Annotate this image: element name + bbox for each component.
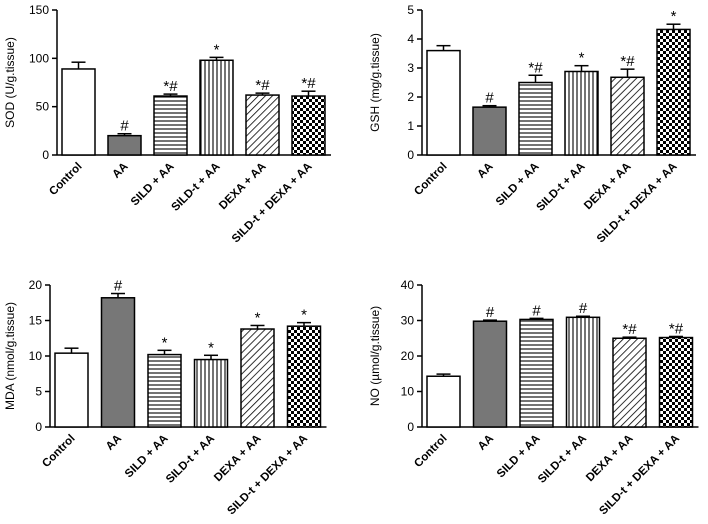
bar-sild-aa [153, 95, 188, 156]
y-tick-label: 50 [36, 100, 50, 114]
bar-control [426, 49, 461, 156]
y-tick-label: 0 [407, 420, 414, 434]
y-tick-label: 20 [401, 349, 415, 363]
significance-marker: * [162, 334, 168, 351]
x-tick-label: Control [47, 161, 84, 198]
x-tick-label: SILD + AA [495, 433, 543, 481]
y-tick-label: 20 [29, 278, 43, 292]
y-tick-label: 40 [401, 278, 415, 292]
significance-marker: *# [528, 59, 543, 76]
no-chart: 0 10 20 30 40 NO (µmol/g.tissue) Control # AA # SI… [368, 278, 699, 517]
x-tick-label: AA [475, 161, 495, 181]
x-tick-label: SILD-t + DEXA + AA [230, 161, 315, 246]
bar-sild-t-dexa-aa [656, 28, 691, 156]
significance-marker: # [114, 278, 123, 295]
bar-sild-t-dexa-aa [291, 95, 326, 156]
x-tick-label: DEXA + AA [584, 433, 635, 484]
bar-aa [472, 106, 507, 156]
x-tick-label: SILD-t + DEXA + AA [595, 161, 680, 246]
significance-marker: # [485, 90, 494, 107]
bar-sild-aa [519, 318, 554, 428]
x-tick-label: Control [412, 161, 449, 198]
y-axis-label: MDA (nmol/g.tissue) [3, 302, 17, 410]
bar-dexa-aa [240, 328, 275, 428]
y-tick-label: 15 [29, 314, 43, 328]
x-tick-label: SILD + AA [129, 161, 177, 209]
bar-aa [107, 134, 142, 156]
bar-control [426, 375, 461, 428]
y-tick-label: 0 [42, 148, 49, 162]
x-tick-label: DEXA + AA [582, 161, 633, 212]
gsh-chart: 0 1 2 3 4 5 GSH (mg/g.tissue) Control # AA *# SILD … [368, 3, 696, 245]
x-tick-label: SILD + AA [123, 433, 171, 481]
y-axis-label: NO (µmol/g.tissue) [368, 306, 382, 406]
bar-sild-t-aa [193, 358, 229, 428]
bar-sild-aa [518, 81, 553, 156]
significance-marker: # [532, 302, 541, 319]
y-tick-label: 150 [29, 3, 49, 17]
sod-chart: 0 50 100 150 SOD (U/g.tissue) Control # AA *# SIL… [3, 3, 331, 245]
significance-marker: * [671, 8, 677, 25]
y-tick-label: 1 [407, 119, 414, 133]
mda-chart: 0 5 10 15 20 MDA (nmol/g.tissue) Control # AA * SI… [3, 278, 327, 518]
y-tick-label: 2 [407, 90, 414, 104]
significance-marker: * [301, 307, 307, 324]
bar-sild-t-dexa-aa [658, 336, 694, 428]
y-tick-label: 10 [29, 349, 43, 363]
y-axis-label: SOD (U/g.tissue) [3, 37, 17, 128]
bar-sild-t-aa [199, 59, 234, 156]
x-tick-label: SILD-t + DEXA + AA [597, 433, 682, 518]
significance-marker: * [208, 339, 214, 356]
significance-marker: *# [622, 321, 637, 338]
x-tick-label: Control [40, 433, 77, 470]
y-tick-label: 4 [407, 32, 414, 46]
x-tick-label: SILD-t + DEXA + AA [225, 433, 310, 518]
x-tick-label: SILD + AA [494, 161, 542, 209]
bar-sild-t-aa [564, 70, 599, 156]
bar-dexa-aa [610, 76, 645, 156]
significance-marker: # [579, 300, 588, 317]
bar-aa [100, 297, 136, 428]
y-axis-label: GSH (mg/g.tissue) [368, 33, 382, 132]
bar-sild-aa [147, 353, 182, 428]
significance-marker: *# [669, 320, 684, 337]
x-tick-label: Control [412, 433, 449, 470]
bar-dexa-aa [612, 337, 647, 428]
significance-marker: * [214, 41, 220, 58]
y-tick-label: 3 [407, 61, 414, 75]
y-tick-label: 5 [35, 385, 42, 399]
x-tick-label: AA [104, 433, 124, 453]
x-tick-label: AA [110, 161, 130, 181]
bar-control [61, 68, 96, 156]
y-tick-label: 30 [401, 314, 415, 328]
bar-sild-t-dexa-aa [286, 325, 322, 428]
bar-aa [472, 320, 508, 428]
significance-marker: *# [620, 53, 635, 70]
significance-marker: # [120, 118, 129, 135]
bar-control [54, 352, 89, 428]
significance-marker: * [255, 309, 261, 326]
y-tick-label: 0 [35, 420, 42, 434]
significance-marker: *# [255, 77, 270, 94]
y-tick-label: 100 [29, 51, 49, 65]
x-tick-label: SILD-t + AA [534, 161, 587, 214]
x-tick-label: AA [476, 433, 496, 453]
bar-dexa-aa [245, 94, 280, 156]
significance-marker: *# [163, 78, 178, 95]
y-tick-label: 10 [401, 385, 415, 399]
x-tick-label: SILD-t + AA [536, 433, 589, 486]
x-tick-label: DEXA + AA [212, 433, 263, 484]
x-tick-label: SILD-t + AA [169, 161, 222, 214]
y-tick-label: 5 [407, 3, 414, 17]
significance-marker: * [579, 50, 585, 67]
x-tick-label: SILD-t + AA [164, 433, 217, 486]
significance-marker: *# [301, 75, 316, 92]
bar-sild-t-aa [565, 316, 601, 428]
x-tick-label: DEXA + AA [217, 161, 268, 212]
y-tick-label: 0 [407, 148, 414, 162]
significance-marker: # [486, 304, 495, 321]
